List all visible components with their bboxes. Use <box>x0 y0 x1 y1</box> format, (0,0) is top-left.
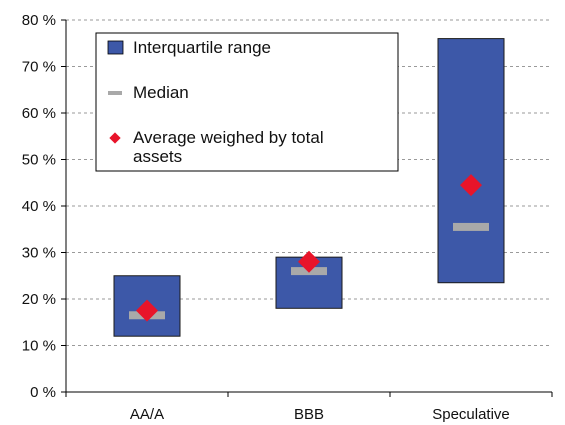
average-diamond <box>460 174 482 197</box>
x-category-label: Speculative <box>432 406 510 423</box>
average-diamond <box>136 299 158 322</box>
y-tick-label: 30 % <box>22 245 56 262</box>
y-ticks: 0 % 10 % 20 % 30 % 40 % 50 % 60 % 70 % 80 % <box>22 12 66 401</box>
interquartile-boxes <box>113 38 505 337</box>
y-tick-label: 60 % <box>22 105 56 122</box>
y-tick-label: 40 % <box>22 198 56 215</box>
x-category-label: BBB <box>294 406 324 423</box>
y-tick-label: 80 % <box>22 12 56 29</box>
legend: Interquartile range Median Average weigh… <box>95 32 399 172</box>
y-tick-label: 10 % <box>22 338 56 355</box>
average-diamond <box>298 250 320 273</box>
median-bar <box>453 222 489 231</box>
y-tick-label: 20 % <box>22 291 56 308</box>
legend-avg-label-line2: assets <box>133 147 182 166</box>
y-tick-label: 70 % <box>22 59 56 76</box>
legend-median-swatch <box>108 91 122 95</box>
legend-median-label: Median <box>133 83 189 102</box>
y-tick-label: 0 % <box>30 384 56 401</box>
legend-iqr-label: Interquartile range <box>133 38 271 57</box>
x-labels: AA/A BBB Speculative <box>65 392 553 423</box>
x-category-label: AA/A <box>130 406 164 423</box>
legend-frame <box>95 32 399 172</box>
legend-avg-label-line1: Average weighed by total <box>133 128 324 147</box>
legend-iqr-swatch <box>107 40 124 55</box>
average-markers <box>136 174 482 322</box>
iqr-box <box>437 38 505 284</box>
y-tick-label: 50 % <box>22 152 56 169</box>
